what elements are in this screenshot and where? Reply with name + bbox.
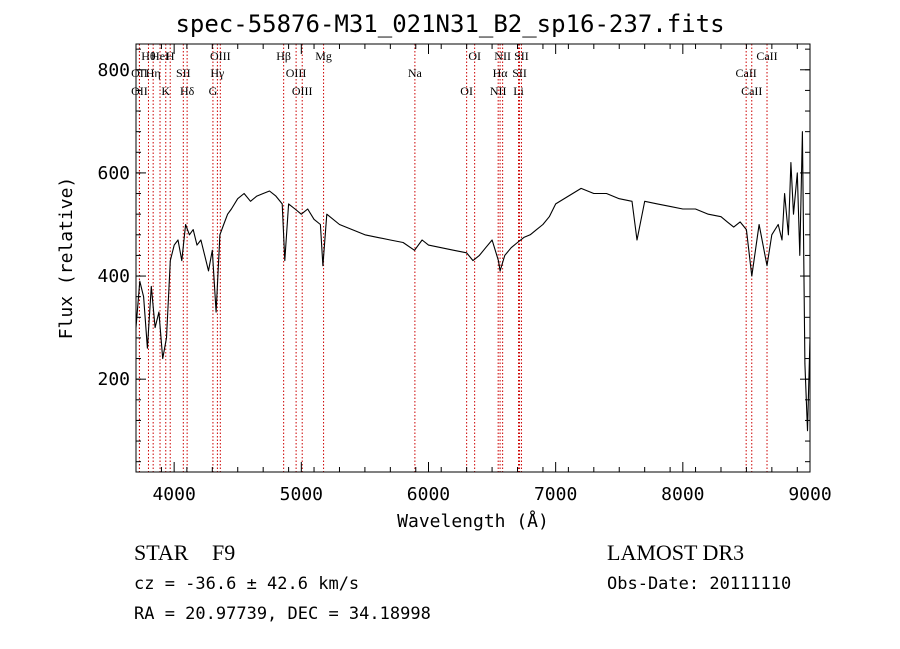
x-tick-label-5: 9000 [788,484,831,505]
line-label-10: Hγ [210,66,225,80]
line-label-3: HeI [151,49,169,63]
plot-frame [135,43,811,473]
line-label-12: Hβ [276,49,291,63]
y-tick-label-3: 800 [97,60,130,81]
survey-name: LAMOST DR3 [607,540,745,565]
line-label-27: CaII [756,49,777,63]
line-label-26: CaII [741,84,762,98]
redshift-cz: cz = -36.6 ± 42.6 km/s [134,574,360,594]
line-label-17: OI [460,84,473,98]
line-label-6: H [166,49,175,63]
x-tick-label-0: 4000 [152,484,195,505]
y-tick-label-0: 200 [97,369,130,390]
line-label-13: OIII [286,66,307,80]
line-label-19: Hα [493,66,509,80]
line-label-25: CaII [735,66,756,80]
line-label-14: OIII [292,84,313,98]
x-tick-label-3: 7000 [534,484,577,505]
observation-date: Obs-Date: 20111110 [607,574,792,594]
line-label-5: K [161,84,170,98]
line-label-15: Mg [315,49,332,63]
line-label-20: NII [490,84,507,98]
line-label-23: Li [513,84,524,98]
y-axis-label: Flux (relative) [56,177,77,340]
line-label-11: G [209,84,218,98]
x-tick-label-1: 5000 [280,484,323,505]
line-label-21: NII [494,49,511,63]
line-label-8: Hδ [180,84,195,98]
chart-title: spec-55876-M31_021N31_B2_sp16-237.fits [175,10,725,38]
spectrum-series [135,131,811,432]
line-label-4: Hη [146,66,161,80]
object-class: STAR F9 [134,540,236,565]
line-label-0: Hθ [141,49,156,63]
x-tick-label-4: 8000 [661,484,704,505]
ra-dec: RA = 20.97739, DEC = 34.18998 [134,604,431,624]
x-axis-label: Wavelength (Å) [397,510,549,532]
line-label-24: SII [514,49,529,63]
line-label-7: SII [176,66,191,80]
line-label-2: OII [131,84,148,98]
x-tick-label-2: 6000 [407,484,450,505]
line-label-16: Na [408,66,423,80]
y-tick-label-1: 400 [97,266,130,287]
y-tick-label-2: 600 [97,163,130,184]
line-label-18: OI [468,49,481,63]
line-label-9: OIII [210,49,231,63]
line-label-22: SII [512,66,527,80]
